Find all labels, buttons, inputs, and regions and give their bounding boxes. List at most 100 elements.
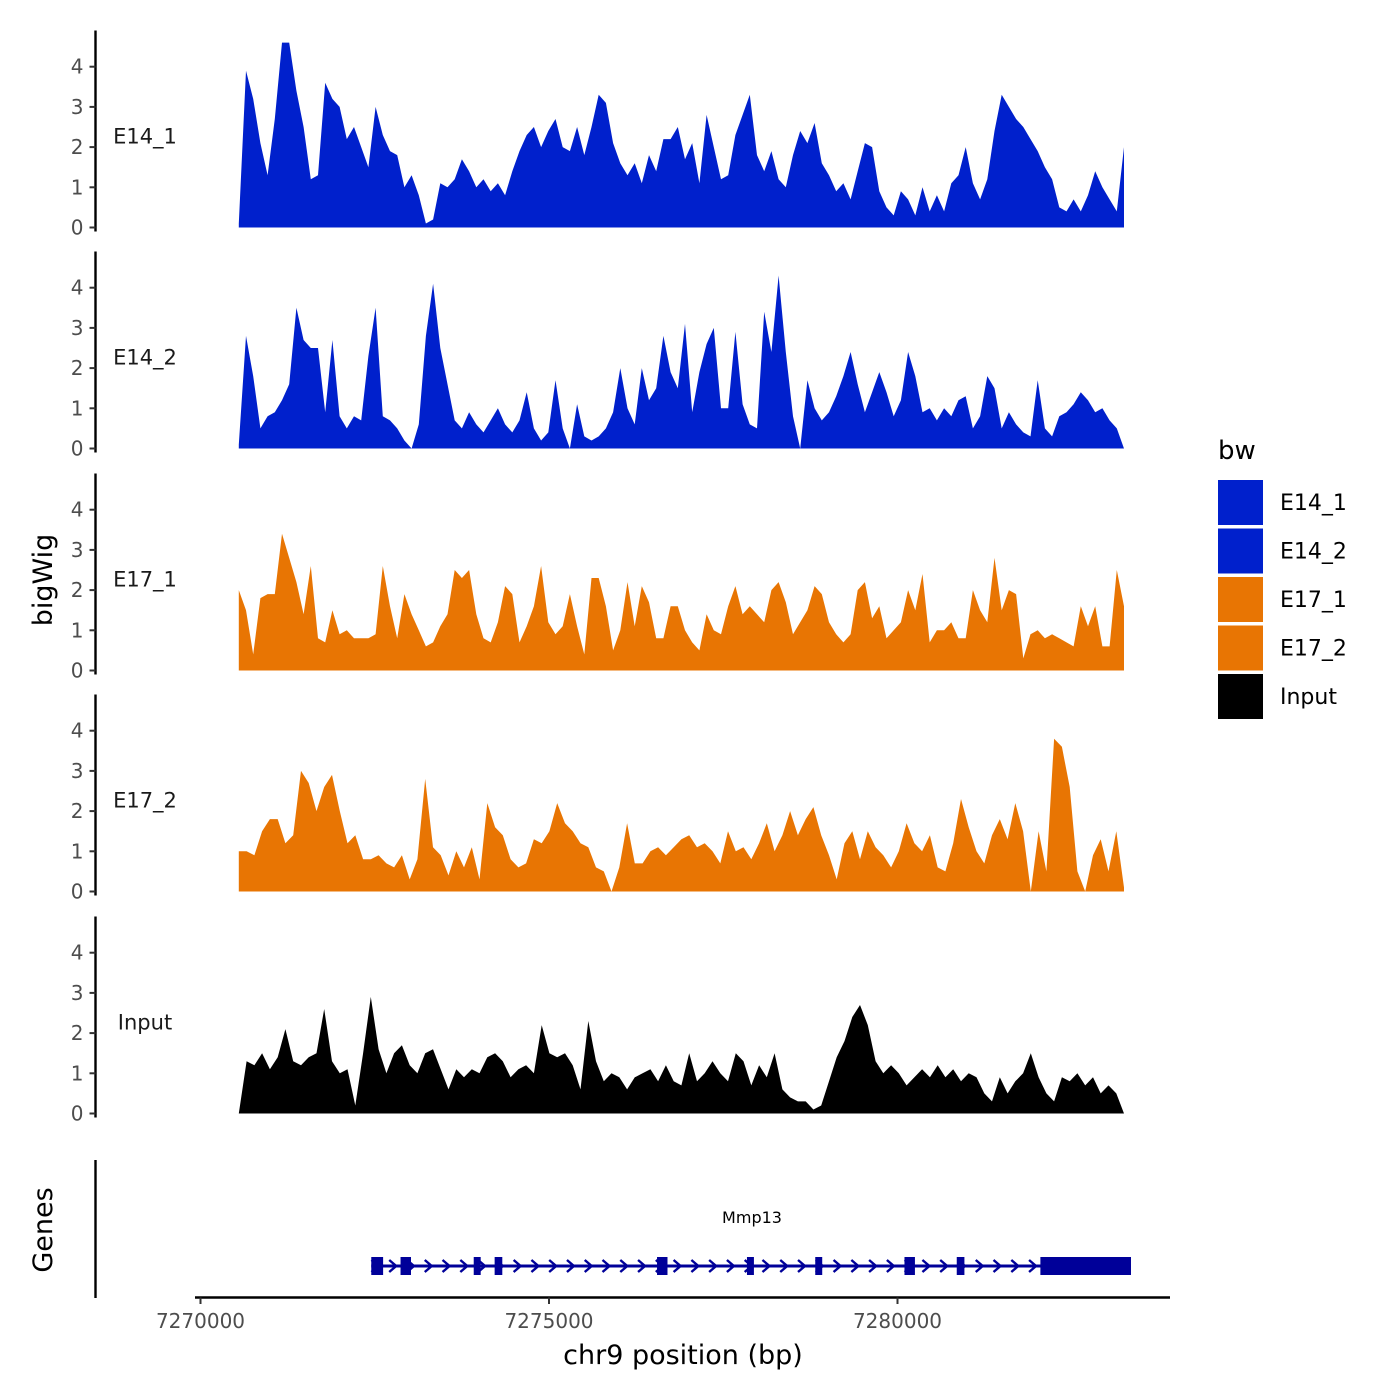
coverage-area-E14_2 <box>238 275 1125 449</box>
y-tick-label: 1 <box>71 175 84 199</box>
track-Input: 0 1 2 3 4 Input <box>71 916 1125 1126</box>
y-tick-label: 3 <box>71 95 84 119</box>
track-E17_2: 0 1 2 3 4 E17_2 <box>71 694 1125 904</box>
genes-axis-title: Genes <box>28 1187 59 1272</box>
x-axis: 7270000 7275000 7280000 <box>156 1296 1170 1333</box>
x-tick-label: 7270000 <box>156 1309 245 1333</box>
strand-arrow <box>672 1259 683 1273</box>
legend-label-Input: Input <box>1280 685 1337 710</box>
strand-arrow <box>548 1259 559 1273</box>
track-E14_2: 0 1 2 3 4 E14_2 <box>71 251 1125 461</box>
strand-arrow <box>566 1259 576 1273</box>
y-tick-label: 1 <box>71 1061 84 1085</box>
y-tick-label: 1 <box>71 396 84 420</box>
exon <box>657 1257 668 1275</box>
legend-label-E14_1: E14_1 <box>1280 491 1347 516</box>
y-tick-label: 0 <box>71 437 84 461</box>
strand-arrow <box>921 1259 932 1273</box>
legend: bw E14_1 E14_2 E17_1 E17_2 Input <box>1218 436 1347 719</box>
track-label: E17_2 <box>113 789 177 814</box>
coverage-area-E14_1 <box>238 42 1125 228</box>
track-E14_1: 0 1 2 3 4 E14_1 <box>71 30 1125 240</box>
legend-title: bw <box>1218 436 1256 466</box>
y-tick-label: 3 <box>71 981 84 1005</box>
y-tick-label: 3 <box>71 538 84 562</box>
y-tick-label: 0 <box>71 880 84 904</box>
y-tick-label: 2 <box>71 799 84 823</box>
gene-label: Mmp13 <box>722 1208 782 1227</box>
y-tick-label: 2 <box>71 135 84 159</box>
strand-arrow <box>601 1259 612 1273</box>
strand-arrow <box>637 1259 647 1273</box>
x-axis-title: chr9 position (bp) <box>563 1340 803 1371</box>
x-tick-label: 7275000 <box>504 1309 593 1333</box>
strand-arrow <box>530 1259 541 1273</box>
legend-swatch-E17_1 <box>1218 577 1263 622</box>
strand-arrow <box>868 1259 878 1273</box>
gene-track: Mmp13 <box>94 1160 1131 1298</box>
y-tick-label: 2 <box>71 578 84 602</box>
strand-arrow <box>939 1259 950 1273</box>
y-tick-label: 3 <box>71 759 84 783</box>
exon <box>371 1257 384 1275</box>
exon <box>746 1257 754 1275</box>
strand-arrow <box>441 1259 452 1273</box>
y-tick-label: 0 <box>71 659 84 683</box>
legend-swatch-E14_2 <box>1218 528 1263 574</box>
strand-arrow <box>779 1259 790 1273</box>
coverage-area-E17_1 <box>238 533 1125 671</box>
strand-arrow <box>690 1259 701 1273</box>
strand-arrow <box>886 1259 896 1273</box>
strand-arrow <box>974 1259 985 1273</box>
strand-arrow <box>726 1259 736 1273</box>
y-tick-label: 0 <box>71 1102 84 1126</box>
strand-arrow <box>797 1259 807 1273</box>
y-tick-label: 4 <box>71 719 84 743</box>
x-tick-label: 7280000 <box>853 1309 942 1333</box>
strand-arrow <box>761 1259 772 1273</box>
strand-arrow <box>388 1259 399 1273</box>
strand-arrow <box>850 1259 861 1273</box>
y-tick-label: 0 <box>71 216 84 240</box>
coverage-area-E17_2 <box>238 738 1125 892</box>
strand-arrow <box>1010 1259 1021 1273</box>
y-tick-label: 1 <box>71 839 84 863</box>
coverage-area-Input <box>238 996 1125 1114</box>
strand-arrow <box>1028 1259 1038 1273</box>
legend-label-E17_2: E17_2 <box>1280 637 1347 662</box>
y-tick-label: 4 <box>71 55 84 79</box>
track-label: E17_1 <box>113 568 177 593</box>
strand-arrow <box>512 1259 523 1273</box>
legend-swatch-Input <box>1218 674 1263 719</box>
exon <box>904 1257 915 1275</box>
legend-swatch-E14_1 <box>1218 480 1263 525</box>
exon <box>473 1257 481 1275</box>
legend-swatch-E17_2 <box>1218 625 1263 671</box>
track-label: E14_2 <box>113 346 177 371</box>
track-label: Input <box>118 1011 172 1035</box>
exon <box>1040 1257 1131 1275</box>
legend-label-E17_1: E17_1 <box>1280 588 1347 613</box>
y-tick-label: 1 <box>71 618 84 642</box>
exon <box>956 1257 965 1275</box>
y-tick-label: 3 <box>71 316 84 340</box>
bigwig-tracks: 0 1 2 3 4 E14_1 0 1 2 3 4 E14_2 0 1 2 3 4 E17_1 0 1 2 3 4 E17_2… <box>71 30 1125 1126</box>
strand-arrow <box>619 1259 630 1273</box>
y-axis-title: bigWig <box>28 534 59 627</box>
exon <box>815 1257 823 1275</box>
y-tick-label: 4 <box>71 276 84 300</box>
track-E17_1: 0 1 2 3 4 E17_1 <box>71 473 1125 683</box>
y-tick-label: 4 <box>71 498 84 522</box>
strand-arrow <box>708 1259 718 1273</box>
exon <box>494 1257 503 1275</box>
legend-label-E14_2: E14_2 <box>1280 540 1347 565</box>
strand-arrow <box>423 1259 434 1273</box>
y-tick-label: 4 <box>71 941 84 965</box>
track-label: E14_1 <box>113 125 177 150</box>
strand-arrow <box>992 1259 1003 1273</box>
y-tick-label: 2 <box>71 356 84 380</box>
strand-arrow <box>832 1259 843 1273</box>
exon <box>400 1257 411 1275</box>
y-tick-label: 2 <box>71 1021 84 1045</box>
